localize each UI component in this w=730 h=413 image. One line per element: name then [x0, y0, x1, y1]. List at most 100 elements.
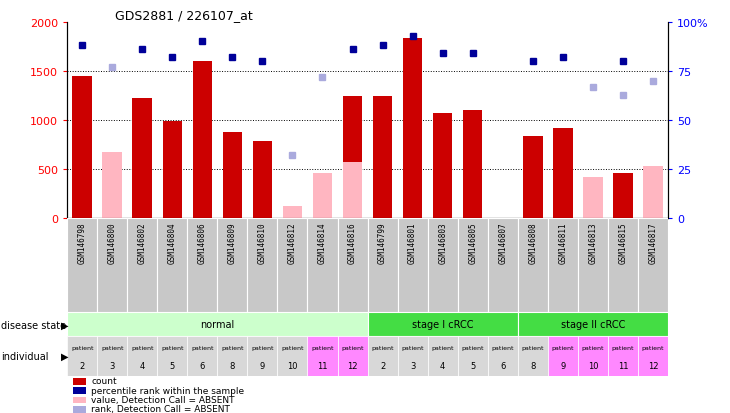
Bar: [73, 406, 86, 413]
Text: GSM146815: GSM146815: [618, 222, 627, 263]
Text: GSM146808: GSM146808: [529, 222, 537, 263]
Bar: [373, 96, 392, 219]
Text: 12: 12: [347, 361, 358, 370]
Bar: [433, 114, 453, 219]
Bar: [188, 337, 218, 376]
Bar: [343, 163, 362, 219]
Bar: [518, 337, 548, 376]
Text: GSM146798: GSM146798: [77, 222, 87, 263]
Bar: [488, 219, 518, 312]
Text: 8: 8: [530, 361, 536, 370]
Bar: [458, 219, 488, 312]
Bar: [218, 337, 247, 376]
Bar: [157, 337, 188, 376]
Text: GSM146803: GSM146803: [438, 222, 447, 263]
Bar: [67, 312, 368, 337]
Text: 8: 8: [230, 361, 235, 370]
Bar: [398, 219, 428, 312]
Bar: [312, 174, 332, 219]
Text: GSM146805: GSM146805: [468, 222, 477, 263]
Text: stage I cRCC: stage I cRCC: [412, 319, 473, 329]
Text: value, Detection Call = ABSENT: value, Detection Call = ABSENT: [91, 395, 234, 404]
Text: 9: 9: [260, 361, 265, 370]
Bar: [523, 136, 542, 219]
Text: patient: patient: [461, 345, 484, 350]
Text: 6: 6: [500, 361, 505, 370]
Text: 5: 5: [470, 361, 475, 370]
Text: count: count: [91, 377, 117, 385]
Text: 4: 4: [440, 361, 445, 370]
Text: 5: 5: [169, 361, 175, 370]
Text: 11: 11: [618, 361, 628, 370]
Bar: [247, 337, 277, 376]
Bar: [608, 219, 638, 312]
Text: patient: patient: [101, 345, 123, 350]
Bar: [518, 312, 668, 337]
Bar: [73, 396, 86, 404]
Bar: [337, 219, 368, 312]
Bar: [368, 312, 518, 337]
Bar: [638, 337, 668, 376]
Bar: [188, 219, 218, 312]
Text: patient: patient: [251, 345, 274, 350]
Bar: [613, 174, 633, 219]
Text: patient: patient: [582, 345, 604, 350]
Text: GSM146816: GSM146816: [348, 222, 357, 263]
Text: patient: patient: [342, 345, 364, 350]
Bar: [583, 178, 602, 219]
Text: patient: patient: [642, 345, 664, 350]
Text: GSM146807: GSM146807: [499, 222, 507, 263]
Text: GSM146800: GSM146800: [108, 222, 117, 263]
Text: patient: patient: [612, 345, 634, 350]
Bar: [638, 219, 668, 312]
Text: stage II cRCC: stage II cRCC: [561, 319, 625, 329]
Bar: [97, 337, 127, 376]
Text: GSM146817: GSM146817: [648, 222, 658, 263]
Text: rank, Detection Call = ABSENT: rank, Detection Call = ABSENT: [91, 404, 230, 413]
Text: GDS2881 / 226107_at: GDS2881 / 226107_at: [115, 9, 253, 21]
Bar: [72, 77, 92, 219]
Bar: [368, 337, 398, 376]
Text: ▶: ▶: [61, 320, 68, 330]
Text: 2: 2: [380, 361, 385, 370]
Bar: [163, 122, 182, 219]
Bar: [223, 133, 242, 219]
Text: 3: 3: [410, 361, 415, 370]
Text: 4: 4: [139, 361, 145, 370]
Text: patient: patient: [521, 345, 544, 350]
Bar: [428, 219, 458, 312]
Bar: [127, 337, 157, 376]
Text: patient: patient: [311, 345, 334, 350]
Text: GSM146811: GSM146811: [558, 222, 567, 263]
Text: 10: 10: [588, 361, 598, 370]
Text: GSM146806: GSM146806: [198, 222, 207, 263]
Bar: [277, 219, 307, 312]
Text: 12: 12: [648, 361, 658, 370]
Bar: [157, 219, 188, 312]
Bar: [307, 337, 337, 376]
Text: 6: 6: [199, 361, 205, 370]
Bar: [247, 219, 277, 312]
Text: patient: patient: [402, 345, 424, 350]
Text: GSM146813: GSM146813: [588, 222, 597, 263]
Text: normal: normal: [200, 319, 234, 329]
Bar: [277, 337, 307, 376]
Text: patient: patient: [552, 345, 574, 350]
Text: GSM146801: GSM146801: [408, 222, 417, 263]
Bar: [283, 206, 302, 219]
Text: GSM146809: GSM146809: [228, 222, 237, 263]
Text: ▶: ▶: [61, 351, 68, 361]
Bar: [548, 219, 578, 312]
Bar: [463, 111, 483, 219]
Bar: [518, 219, 548, 312]
Text: 11: 11: [318, 361, 328, 370]
Text: GSM146812: GSM146812: [288, 222, 297, 263]
Bar: [307, 219, 337, 312]
Bar: [428, 337, 458, 376]
Bar: [133, 99, 152, 219]
Text: disease state: disease state: [1, 320, 66, 330]
Text: patient: patient: [281, 345, 304, 350]
Bar: [488, 337, 518, 376]
Bar: [643, 167, 663, 219]
Text: patient: patient: [491, 345, 514, 350]
